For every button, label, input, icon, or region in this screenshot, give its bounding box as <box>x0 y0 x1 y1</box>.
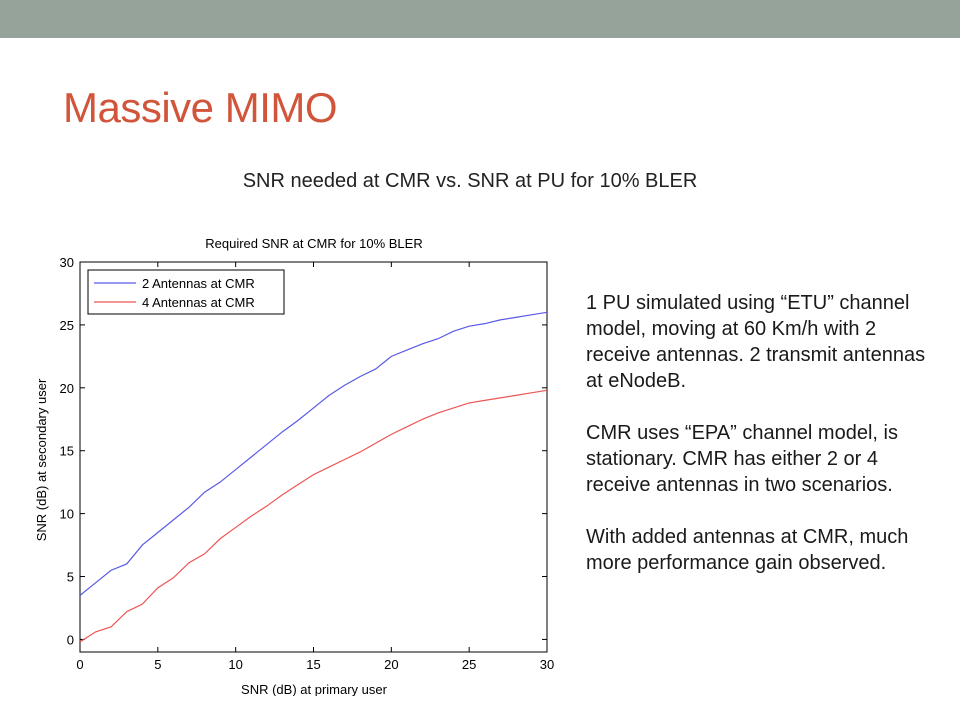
slide-subtitle: SNR needed at CMR vs. SNR at PU for 10% … <box>242 170 698 192</box>
y-tick-label: 15 <box>60 444 74 459</box>
snr-line-chart: Required SNR at CMR for 10% BLER SNR (dB… <box>34 236 554 696</box>
slide-title: Massive MIMO <box>63 84 338 131</box>
legend-box <box>87 269 285 315</box>
legend-label: 2 Antennas at CMR <box>142 276 255 291</box>
notes-panel: 1 PU simulated using “ETU” channel model… <box>586 290 946 576</box>
series-line-2 <box>79 389 548 643</box>
x-tick-label: 20 <box>384 657 398 672</box>
x-tick-label: 10 <box>228 657 242 672</box>
note-conclusion: With added antennas at CMR, much more pe… <box>586 526 909 574</box>
y-axis-label: SNR (dB) at secondary user <box>34 378 49 541</box>
y-tick-label: 20 <box>60 381 74 396</box>
plot-area <box>79 261 548 653</box>
top-accent-bar <box>0 0 960 38</box>
y-tick-label: 0 <box>67 632 74 647</box>
y-tick-label: 5 <box>67 570 74 585</box>
x-tick-label: 0 <box>76 657 83 672</box>
y-tick-label: 10 <box>60 507 74 522</box>
y-tick-label: 30 <box>60 255 74 270</box>
series-line-1 <box>79 311 548 596</box>
x-tick-label: 15 <box>306 657 320 672</box>
x-tick-label: 5 <box>154 657 161 672</box>
x-tick-label: 30 <box>540 657 554 672</box>
note-pu-setup: 1 PU simulated using “ETU” channel model… <box>586 292 926 392</box>
x-axis-label: SNR (dB) at primary user <box>241 682 388 696</box>
y-tick-label: 25 <box>60 318 74 333</box>
x-tick-label: 25 <box>462 657 476 672</box>
note-cmr-setup: CMR uses “EPA” channel model, is station… <box>586 422 898 496</box>
chart-title: Required SNR at CMR for 10% BLER <box>205 236 422 251</box>
legend-label: 4 Antennas at CMR <box>142 295 255 310</box>
